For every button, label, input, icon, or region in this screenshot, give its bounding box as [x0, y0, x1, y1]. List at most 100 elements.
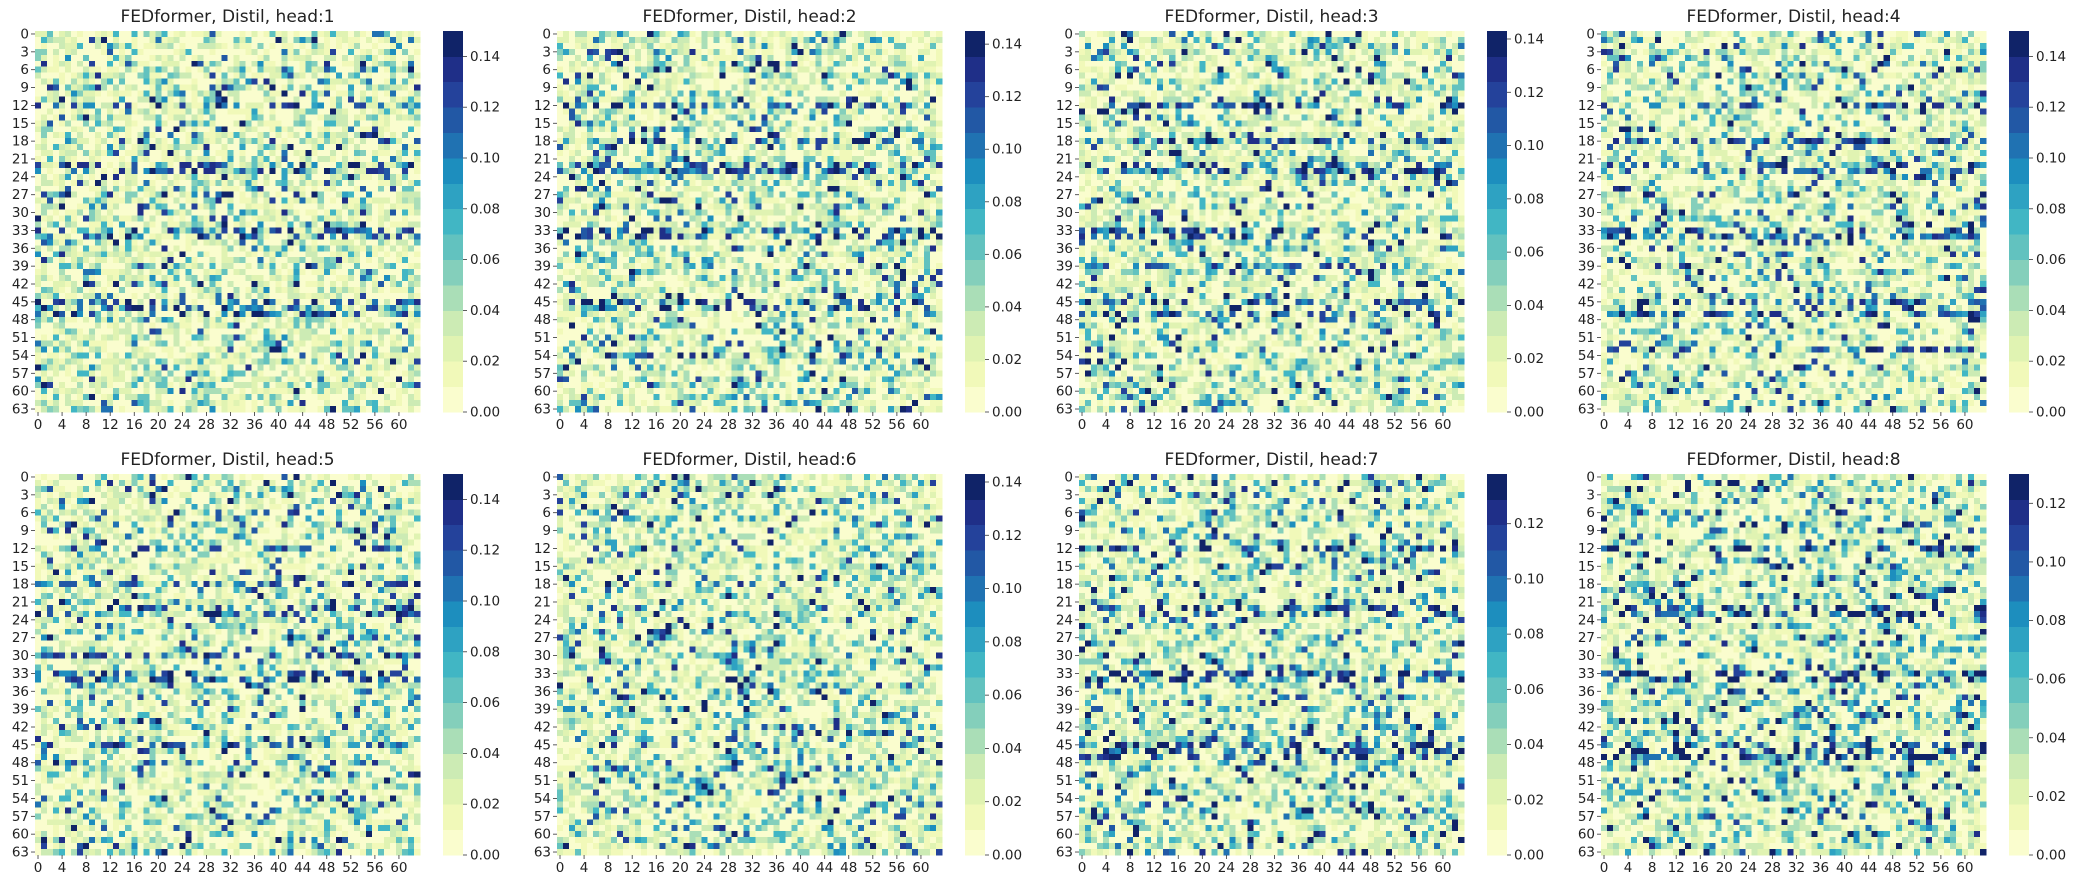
- heatmap-cell: [282, 67, 288, 73]
- heatmap-cell: [119, 174, 125, 180]
- heatmap-cell: [161, 352, 167, 358]
- heatmap-cell: [185, 43, 191, 49]
- heatmap-cell: [348, 239, 354, 245]
- heatmap-cell: [203, 388, 209, 394]
- heatmap-cell: [288, 347, 294, 353]
- heatmap-cell: [41, 287, 47, 293]
- heatmap-cell: [240, 287, 246, 293]
- heatmap-cell: [276, 43, 282, 49]
- heatmap-cell: [324, 85, 330, 91]
- heatmap-cell: [414, 37, 420, 43]
- heatmap-cell: [41, 43, 47, 49]
- heatmap-cell: [312, 96, 318, 102]
- heatmap-cell: [53, 96, 59, 102]
- heatmap-cell: [125, 174, 131, 180]
- heatmap-cell: [71, 55, 77, 61]
- heatmap-cell: [408, 376, 414, 382]
- heatmap-cell: [408, 311, 414, 317]
- heatmap-cell: [89, 156, 95, 162]
- heatmap-cell: [342, 281, 348, 287]
- heatmap-cell: [288, 204, 294, 210]
- heatmap-cell: [53, 49, 59, 55]
- heatmap-cell: [173, 192, 179, 198]
- heatmap-cell: [288, 85, 294, 91]
- heatmap-cell: [276, 287, 282, 293]
- heatmap-cell: [276, 293, 282, 299]
- heatmap-cell: [59, 323, 65, 329]
- heatmap-cell: [89, 150, 95, 156]
- heatmap-cell: [185, 91, 191, 97]
- heatmap-cell: [258, 210, 264, 216]
- heatmap-cell: [209, 227, 215, 233]
- heatmap-cell: [155, 329, 161, 335]
- heatmap-cell: [221, 269, 227, 275]
- heatmap-cell: [53, 329, 59, 335]
- heatmap-cell: [119, 73, 125, 79]
- heatmap-cell: [258, 335, 264, 341]
- heatmap-cell: [221, 96, 227, 102]
- heatmap-cell: [258, 73, 264, 79]
- heatmap-cell: [258, 287, 264, 293]
- heatmap-cell: [324, 186, 330, 192]
- heatmap-cell: [378, 192, 384, 198]
- heatmap-cell: [197, 96, 203, 102]
- heatmap-cell: [179, 245, 185, 251]
- heatmap-cell: [348, 227, 354, 233]
- heatmap-cell: [149, 144, 155, 150]
- heatmap-cell: [179, 251, 185, 257]
- heatmap-cell: [408, 222, 414, 228]
- heatmap-cell: [276, 376, 282, 382]
- heatmap-cell: [330, 85, 336, 91]
- heatmap-cell: [191, 55, 197, 61]
- heatmap-cell: [396, 257, 402, 263]
- heatmap-cell: [348, 305, 354, 311]
- heatmap-cell: [228, 358, 234, 364]
- heatmap-cell: [65, 263, 71, 269]
- heatmap-cell: [228, 347, 234, 353]
- heatmap-cell: [131, 156, 137, 162]
- heatmap-cell: [59, 341, 65, 347]
- heatmap-cell: [402, 102, 408, 108]
- heatmap-cell: [101, 251, 107, 257]
- heatmap-cell: [125, 329, 131, 335]
- heatmap-cell: [372, 120, 378, 126]
- heatmap-cell: [71, 364, 77, 370]
- heatmap-cell: [324, 138, 330, 144]
- heatmap-cell: [137, 61, 143, 67]
- heatmap-cell: [240, 43, 246, 49]
- heatmap-cell: [77, 144, 83, 150]
- heatmap-cell: [179, 281, 185, 287]
- heatmap-cell: [354, 37, 360, 43]
- heatmap-cell: [65, 61, 71, 67]
- heatmap-cell: [330, 79, 336, 85]
- heatmap-cell: [234, 138, 240, 144]
- heatmap-cell: [35, 269, 41, 275]
- heatmap-cell: [246, 79, 252, 85]
- heatmap-cell: [185, 79, 191, 85]
- heatmap-cell: [71, 43, 77, 49]
- heatmap-cell: [173, 358, 179, 364]
- heatmap-cell: [324, 317, 330, 323]
- heatmap-cell: [137, 352, 143, 358]
- heatmap-cell: [113, 79, 119, 85]
- heatmap-cell: [336, 43, 342, 49]
- heatmap-cell: [300, 216, 306, 222]
- heatmap-cell: [312, 275, 318, 281]
- heatmap-cell: [258, 96, 264, 102]
- heatmap-cell: [246, 49, 252, 55]
- heatmap-cell: [203, 180, 209, 186]
- heatmap-cell: [414, 317, 420, 323]
- heatmap-cell: [240, 281, 246, 287]
- heatmap-cell: [306, 233, 312, 239]
- heatmap-cell: [53, 358, 59, 364]
- heatmap-cell: [282, 257, 288, 263]
- heatmap-cell: [191, 73, 197, 79]
- heatmap-cell: [378, 341, 384, 347]
- heatmap-cell: [71, 233, 77, 239]
- heatmap-cell: [95, 37, 101, 43]
- heatmap-cell: [354, 293, 360, 299]
- heatmap-cell: [342, 174, 348, 180]
- heatmap-cell: [402, 317, 408, 323]
- heatmap-cell: [53, 144, 59, 150]
- heatmap-cell: [119, 329, 125, 335]
